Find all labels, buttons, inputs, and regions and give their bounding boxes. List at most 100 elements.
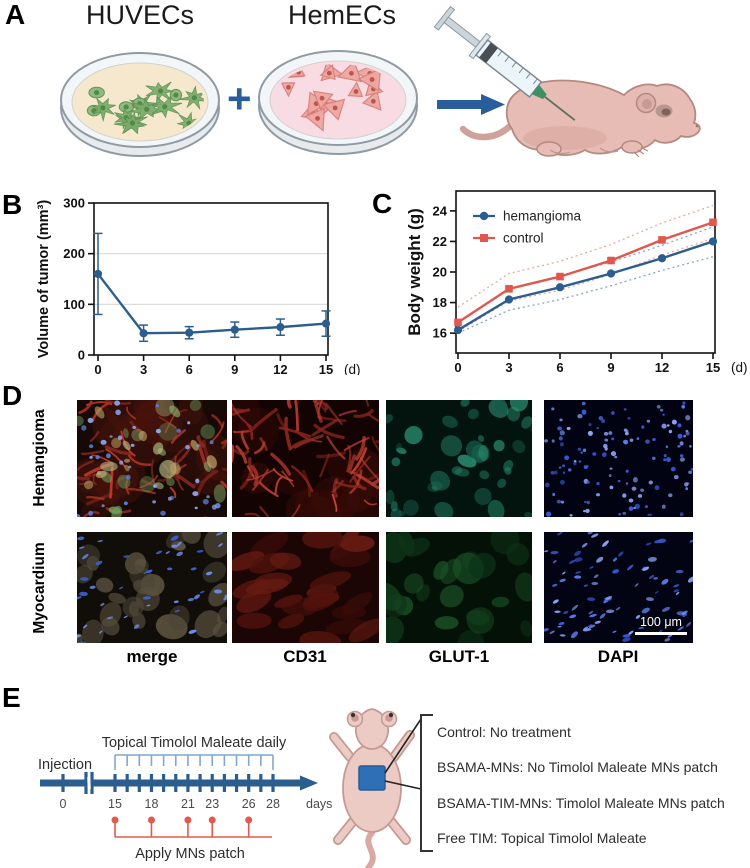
y-tick-label: 300 xyxy=(63,196,85,211)
hemecs-dish-icon xyxy=(258,50,418,155)
micrograph-hemangioma-glut1 xyxy=(381,391,534,521)
data-point xyxy=(139,329,148,338)
connector-line-bottom xyxy=(384,780,422,790)
group-control: Control: No treatment xyxy=(437,724,571,740)
data-point xyxy=(658,236,666,244)
timeline-tick-label: 15 xyxy=(108,797,122,811)
panel-e-letter: E xyxy=(2,682,21,713)
series-line xyxy=(97,273,327,335)
mouse-toes xyxy=(633,147,649,158)
micrograph-myocardium-cd31 xyxy=(228,526,384,651)
timeline: 0 15 18 21 23 26 28 xyxy=(40,754,318,838)
mouse-front-paw xyxy=(621,140,643,154)
mouse-pup-icon xyxy=(459,79,701,158)
timeline-tick-label: 26 xyxy=(242,797,256,811)
scale-bar: 100 μm xyxy=(635,615,687,635)
x-tick-label: 0 xyxy=(94,362,101,375)
col-label-glut1: GLUT-1 xyxy=(428,647,490,666)
timeline-tick-label: 0 xyxy=(60,797,67,811)
axis-break-gap xyxy=(87,776,91,790)
group-free-tim: Free TIM: Topical Timolol Maleate xyxy=(437,830,647,846)
col-label-dapi: DAPI xyxy=(597,647,639,666)
y-tick-label: 24 xyxy=(433,203,448,218)
col-label-merge: merge xyxy=(126,647,178,666)
group-bracket xyxy=(420,714,433,852)
micrograph-hemangioma-dapi xyxy=(544,400,694,517)
x-axis-unit: (d) xyxy=(344,362,361,375)
x-tick-label: 15 xyxy=(319,362,333,375)
data-point xyxy=(454,318,462,327)
x-axis-unit: (d) xyxy=(731,360,748,375)
micrograph-myocardium-merge xyxy=(71,524,231,648)
legend-label: control xyxy=(503,231,544,246)
x-tick-label: 3 xyxy=(505,360,512,375)
data-point xyxy=(230,325,239,334)
micrograph-image xyxy=(544,400,694,517)
series-line xyxy=(457,240,714,332)
mouse-skin-folds xyxy=(549,147,619,155)
mouse-tail xyxy=(459,123,513,141)
mouse-limbs xyxy=(329,730,415,845)
row-label-hemangioma: Hemangioma xyxy=(31,409,48,507)
group-bsama-tim-mns: BSAMA-TIM-MNs: Timolol Maleate MNs patch xyxy=(437,795,725,811)
data-point xyxy=(505,285,513,293)
data-point xyxy=(276,323,285,332)
micrograph-image xyxy=(60,379,250,526)
syringe-icon xyxy=(433,5,576,121)
data-point xyxy=(657,254,667,263)
x-tick-label: 3 xyxy=(140,362,147,375)
micrograph-myocardium-dapi: 100 μm xyxy=(542,531,696,643)
plot-frame xyxy=(93,202,329,356)
micrograph-hemangioma-cd31 xyxy=(216,376,401,539)
panel-a-illustration xyxy=(60,5,701,158)
injection-label: Injection xyxy=(38,757,92,773)
data-point xyxy=(709,218,717,227)
huvecs-label: HUVECs xyxy=(85,0,194,30)
mouse-tail xyxy=(365,830,376,868)
x-tick-label: 9 xyxy=(231,362,238,375)
data-point xyxy=(504,295,514,304)
col-label-cd31: CD31 xyxy=(283,647,327,666)
y-tick-label: 22 xyxy=(433,234,447,249)
x-tick-label: 12 xyxy=(655,360,669,375)
y-tick-label: 18 xyxy=(433,295,447,310)
y-tick-label: 100 xyxy=(63,297,85,312)
mouse-ear-dot-left xyxy=(350,712,356,718)
data-point xyxy=(321,319,331,328)
mn-patch-marker xyxy=(184,816,192,824)
x-tick-label: 6 xyxy=(556,360,563,375)
days-unit-label: days xyxy=(306,797,332,811)
y-axis-label: Body weight (g) xyxy=(405,208,424,335)
micrograph-image xyxy=(216,376,401,539)
x-tick-label: 0 xyxy=(454,360,461,375)
apply-mns-label: Apply MNs patch xyxy=(135,846,245,862)
micrograph-hemangioma-merge xyxy=(60,379,250,526)
data-point xyxy=(606,269,616,278)
data-point xyxy=(185,328,194,337)
legend-marker xyxy=(479,211,489,221)
micrograph-myocardium-glut1 xyxy=(374,524,538,657)
timeline-arrowhead xyxy=(300,775,318,791)
timeline-tick-label: 21 xyxy=(181,797,195,811)
panel-a-letter: A xyxy=(5,0,26,30)
y-axis-label: Volume of tumor (mm³) xyxy=(36,200,52,359)
timeline-tick-label: 23 xyxy=(205,797,219,811)
cells xyxy=(86,81,204,135)
mns-patch xyxy=(358,765,386,791)
mouse-ear-dot-right xyxy=(388,712,394,718)
arrow-right-icon xyxy=(437,94,505,115)
connector-line-top xyxy=(384,718,422,774)
hemecs-label: HemECs xyxy=(287,0,396,30)
panel-c-letter: C xyxy=(372,188,393,219)
cells xyxy=(280,64,384,132)
huvecs-dish-icon xyxy=(60,52,220,157)
mouse-dorsal-icon xyxy=(329,708,415,868)
y-tick-label: 16 xyxy=(433,326,447,341)
mouse-nostril xyxy=(695,124,699,128)
legend-label: hemangioma xyxy=(503,209,582,224)
tumor-volume-chart: 0 100 200 300 0 3 6 9 12 15 (d) Volume of tumor (mm… xyxy=(36,196,361,376)
micrograph-image xyxy=(542,531,696,643)
y-tick-label: 20 xyxy=(433,265,447,280)
mouse-shading xyxy=(523,126,607,150)
